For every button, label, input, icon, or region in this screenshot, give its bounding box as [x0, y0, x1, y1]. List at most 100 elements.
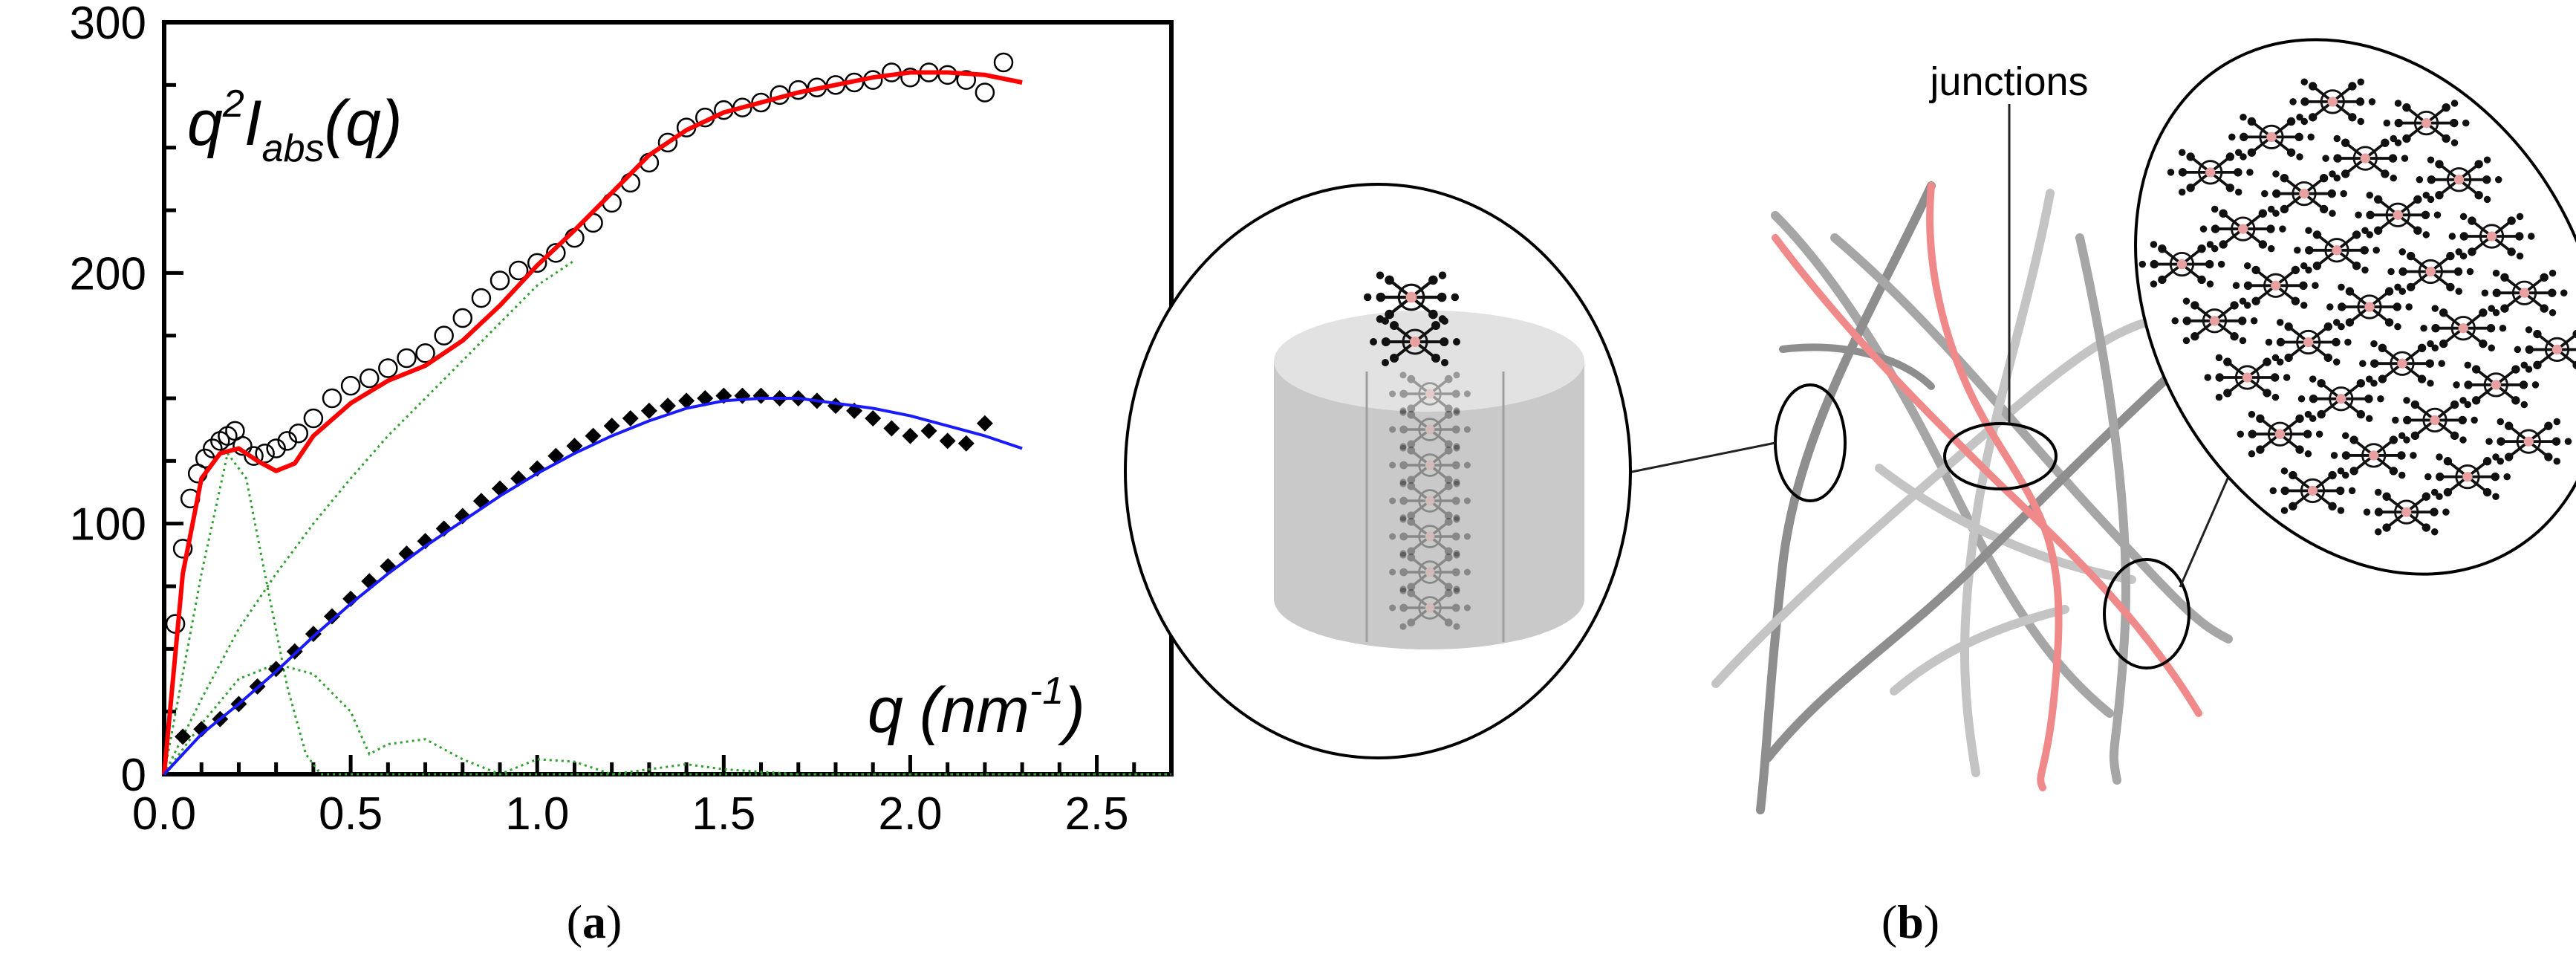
- molecule-glyph: [2355, 191, 2442, 239]
- molecule-glyph: [1363, 271, 1460, 323]
- fiber-pink: [1926, 182, 2063, 791]
- x-axis-ticks: 0.0 0.5 1.0 1.5 2.0 2.5: [132, 755, 1174, 840]
- diamond-point: [734, 387, 751, 404]
- y-tick-label: 300: [70, 0, 146, 49]
- molecule-glyph: [2416, 156, 2502, 204]
- red-fit-line: [162, 70, 1023, 775]
- molecule-glyph: [2294, 227, 2380, 274]
- panel-a-label-open: (: [567, 895, 582, 948]
- junction-ellipse: [1943, 422, 2058, 490]
- green-component-line: [163, 450, 1171, 776]
- molecule-glyph: [2514, 326, 2576, 373]
- bundle-ellipse: [2103, 558, 2190, 669]
- panel-b: junctions (b): [1124, 38, 2576, 948]
- open-circle-point: [255, 443, 275, 464]
- diamond-point: [324, 608, 340, 625]
- molecule-glyph: [2261, 170, 2347, 217]
- open-circle-point: [527, 253, 547, 273]
- fiber: [1771, 211, 2114, 718]
- molecule-glyph: [1389, 443, 1471, 487]
- diamond-point: [660, 398, 676, 415]
- open-circle-point: [266, 438, 286, 458]
- y-annotation: q2Iabs(q): [187, 82, 403, 170]
- fiber-pink: [1772, 234, 2202, 717]
- diamond-point: [175, 728, 192, 745]
- diamond-point: [603, 418, 620, 435]
- y-tick-label: 0: [121, 750, 146, 801]
- open-circle-point: [489, 270, 510, 291]
- open-circle-point: [340, 375, 361, 396]
- molecule-glyph: [2424, 453, 2511, 500]
- molecule-glyph: [2289, 78, 2376, 126]
- green-component-line: [163, 259, 576, 775]
- diamond-point: [305, 626, 322, 643]
- fiber: [1756, 181, 1936, 814]
- molecule-glyph: [2204, 354, 2291, 401]
- diamond-point: [865, 409, 882, 427]
- cylinder-bottom: [1274, 548, 1584, 649]
- y-tick-label: 100: [70, 499, 146, 551]
- fiber: [1763, 345, 2203, 762]
- molecule-glyph: [2453, 361, 2540, 409]
- diamond-point: [939, 432, 956, 450]
- x-annotation-q: q: [868, 675, 903, 746]
- molecule-glyph: [2228, 114, 2315, 160]
- fiber: [1779, 343, 1935, 390]
- molecule-glyph: [1370, 317, 1460, 366]
- x-tick-label: 1.0: [505, 788, 569, 840]
- y-annotation-sub: abs: [262, 127, 325, 170]
- open-circle-point: [993, 52, 1014, 73]
- diamond-point: [957, 435, 975, 452]
- x-tick-label: 2.5: [1064, 788, 1128, 840]
- x-annotation-sup: -1: [1030, 669, 1064, 713]
- diamond-point: [827, 398, 844, 415]
- molecule-glyph: [2481, 269, 2568, 317]
- fiber: [1960, 189, 2055, 777]
- panel-a-label-letter: a: [582, 895, 606, 948]
- diamond-point: [342, 590, 360, 607]
- open-circle-point: [378, 358, 398, 378]
- molecule-glyph: [2171, 297, 2258, 345]
- molecule-glyph: [2199, 205, 2286, 253]
- diamond-point: [267, 661, 284, 678]
- fit-lines: [162, 70, 1023, 776]
- molecule-glyph: [2420, 305, 2507, 352]
- molecule-glyph: [2138, 241, 2225, 288]
- junctions-label: junctions: [1928, 59, 2088, 104]
- molecule-glyph: [2237, 410, 2323, 458]
- molecule-glyph: [1389, 514, 1471, 559]
- diamond-point: [193, 721, 210, 738]
- y-annotation-arg: (q): [325, 88, 403, 159]
- molecular-stack: [1363, 271, 1471, 630]
- diamond-point: [920, 422, 937, 439]
- fiber: [1830, 233, 2233, 643]
- open-circle-point: [452, 308, 473, 328]
- molecule-glyph: [2330, 432, 2417, 479]
- fiber: [1711, 308, 2203, 688]
- panel-b-label-letter: b: [1897, 895, 1924, 948]
- x-annotation-open: (nm: [920, 675, 1030, 746]
- open-circle-point: [172, 539, 193, 559]
- open-circle-point: [303, 408, 324, 429]
- panel-a-label: (a): [567, 895, 622, 948]
- molecule-glyph: [2326, 283, 2413, 331]
- x-tick-label: 0.5: [319, 788, 383, 840]
- molecule-glyph: [2363, 488, 2450, 536]
- molecule-glyph: [1389, 479, 1471, 523]
- diamond-point: [976, 415, 993, 432]
- molecule-glyph: [1389, 407, 1471, 452]
- panel-b-label-close: ): [1924, 895, 1939, 948]
- diamond-point: [902, 427, 919, 444]
- open-circle-point: [546, 243, 566, 263]
- panel-b-label: (b): [1881, 895, 1939, 948]
- molecule-glyph: [2485, 418, 2572, 465]
- x-annotation: q (nm-1): [868, 669, 1085, 746]
- diamond-point: [640, 402, 657, 419]
- diamond-point: [454, 508, 471, 525]
- y-annotation-q: q: [187, 88, 223, 159]
- open-circle-point: [322, 388, 342, 409]
- y-tick-label: 200: [70, 248, 146, 299]
- open-circle-point: [471, 288, 492, 308]
